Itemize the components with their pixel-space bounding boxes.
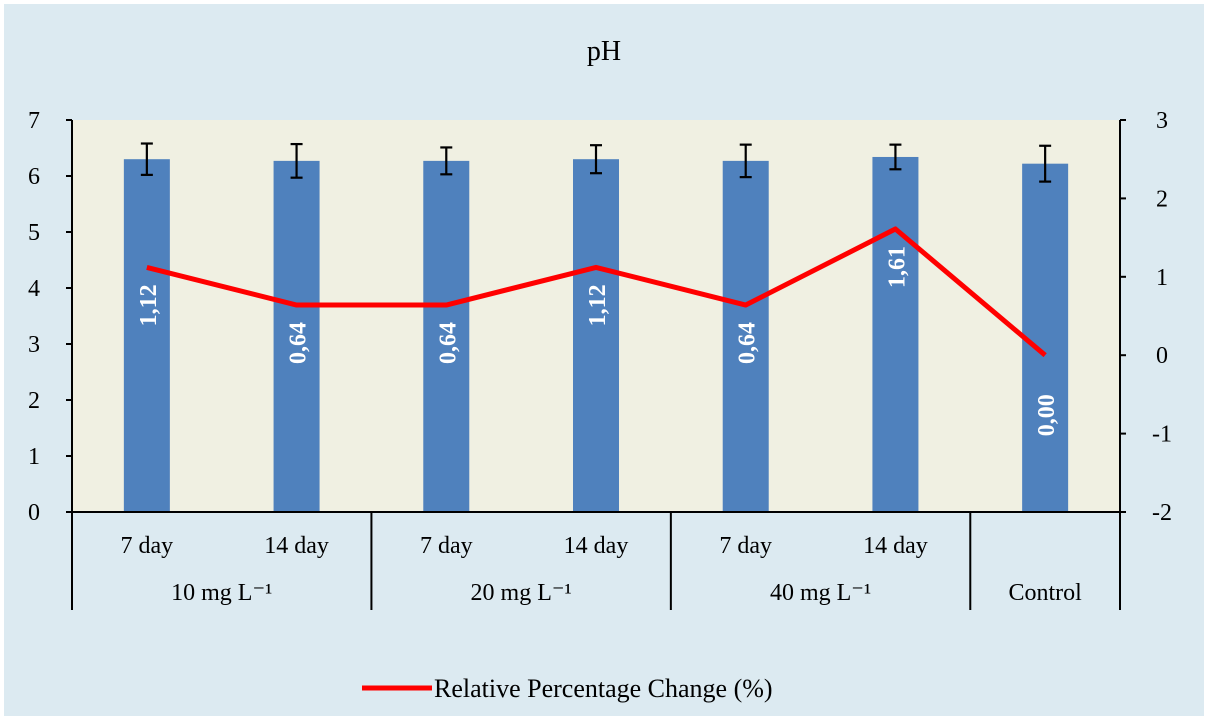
- y-tick-label-left: 7: [28, 108, 40, 134]
- error-bar: [739, 143, 752, 179]
- bar: [872, 156, 919, 512]
- error-bars-layer: [140, 142, 1052, 183]
- x-group-label: Control: [1008, 580, 1082, 606]
- x-tick-label: 7 day: [719, 533, 772, 559]
- y-tick-label-left: 2: [28, 388, 40, 414]
- x-group-label: 40 mg L⁻¹: [770, 580, 871, 606]
- x-tick-label: 14 day: [564, 533, 629, 559]
- bar: [1022, 163, 1069, 512]
- y-tick-label-right: 2: [1156, 186, 1168, 212]
- y-tick-label-right: -1: [1152, 422, 1172, 448]
- y-tick-label-left: 1: [28, 444, 40, 470]
- error-bar: [440, 146, 453, 176]
- bar: [123, 159, 170, 512]
- x-tick-label: 14 day: [264, 533, 329, 559]
- x-tick-label: 7 day: [420, 533, 473, 559]
- bar: [273, 160, 320, 512]
- data-label: 0,00: [1034, 394, 1060, 436]
- x-group-label: 10 mg L⁻¹: [171, 580, 272, 606]
- y-tick-label-right: -2: [1152, 500, 1172, 526]
- data-label: 1,12: [136, 284, 162, 326]
- y-tick-label-right: 1: [1156, 265, 1168, 291]
- error-bar: [1039, 144, 1052, 183]
- y-tick-label-right: 0: [1156, 343, 1168, 369]
- line-series-relative-change: [146, 226, 1047, 358]
- bars-layer: [123, 156, 1069, 512]
- error-bar: [590, 144, 602, 175]
- y-tick-label-right: 3: [1156, 108, 1168, 134]
- x-group-label: 20 mg L⁻¹: [471, 580, 572, 606]
- data-label: 1,61: [884, 246, 910, 288]
- x-tick-label: 14 day: [863, 533, 928, 559]
- x-tick-label: 7 day: [121, 533, 174, 559]
- legend: Relative Percentage Change (%): [362, 674, 773, 703]
- y-tick-label-left: 5: [28, 220, 40, 246]
- bar: [722, 160, 769, 512]
- error-bar: [140, 142, 153, 176]
- y-tick-label-left: 4: [28, 276, 40, 302]
- bar-labels-layer: 1,12 0,64 0,64 1,12 0,64 1,61 0,00: [136, 246, 1060, 436]
- line-layer: [146, 226, 1047, 358]
- data-label: 0,64: [286, 322, 312, 364]
- bar: [573, 159, 619, 512]
- chart-title: pH: [587, 36, 621, 67]
- axes-layer: 0 1 2 3 4 5 6 7 -2 -1 0 1 2 3 7 day 14 day 7 day 14 day 7 …: [28, 108, 1172, 610]
- data-label: 1,12: [585, 284, 611, 326]
- data-label: 0,64: [435, 322, 461, 364]
- y-tick-label-left: 0: [28, 500, 40, 526]
- error-bar: [290, 142, 303, 179]
- bar: [423, 160, 470, 512]
- y-tick-label-left: 6: [28, 164, 40, 190]
- legend-label: Relative Percentage Change (%): [434, 674, 773, 703]
- error-bar: [889, 143, 902, 171]
- y-tick-label-left: 3: [28, 332, 40, 358]
- data-label: 0,64: [735, 322, 761, 364]
